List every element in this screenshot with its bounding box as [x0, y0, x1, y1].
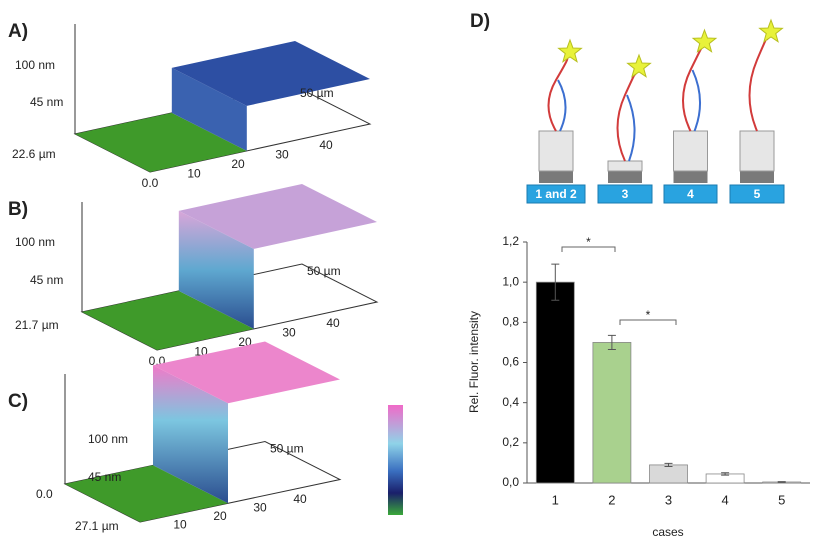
y-tick-label: 1,0 — [502, 274, 519, 288]
z-tick-label: 45 nm — [30, 273, 63, 287]
depth-label: 22.6 µm — [12, 147, 56, 161]
y-tick-label: 0,2 — [502, 435, 519, 449]
electrode — [608, 171, 642, 183]
x-end-label: 50 µm — [307, 264, 341, 278]
panel-label: A) — [8, 21, 28, 42]
high-region — [171, 41, 370, 106]
step-wall — [178, 210, 254, 329]
x-axis-title: cases — [652, 525, 683, 539]
high-region — [178, 184, 377, 249]
colorbar — [388, 405, 403, 515]
box-label: 5 — [754, 187, 761, 201]
x-tick-label: 2 — [608, 492, 615, 507]
panel-label: C) — [8, 391, 28, 412]
x-tick-label: 30 — [253, 501, 267, 515]
error-bar — [664, 462, 673, 468]
label-box — [729, 184, 785, 204]
low-region — [65, 465, 228, 522]
depth-start: 0.0 — [36, 487, 53, 501]
y-tick-label: 1,2 — [502, 234, 519, 248]
dna-strand — [547, 58, 569, 132]
dna-strand — [691, 69, 702, 132]
significance-bracket — [619, 319, 677, 325]
dna-strand — [748, 34, 770, 132]
step-wall — [171, 67, 247, 151]
x-tick-label: 3 — [665, 492, 672, 507]
depth-label: 27.1 µm — [75, 519, 119, 533]
electrode — [673, 171, 708, 183]
x-tick-label: 0.0 — [142, 176, 159, 190]
x-tick-label: 4 — [721, 492, 728, 507]
depth-label: 21.7 µm — [15, 318, 59, 332]
y-tick-label: 0,6 — [502, 355, 519, 369]
label-box — [526, 184, 586, 204]
x-tick-label: 1 — [552, 492, 559, 507]
low-region — [82, 290, 254, 350]
y-axis-title: Rel. Fluor. intensity — [467, 311, 481, 413]
x-tick-label: 20 — [231, 157, 245, 171]
step-wall — [153, 365, 228, 504]
x-tick-label: 20 — [213, 509, 227, 523]
electrode — [740, 171, 774, 183]
fluorophore — [758, 18, 784, 43]
fluorophore — [691, 28, 718, 53]
error-bar — [777, 481, 786, 483]
bar — [535, 281, 575, 484]
bar — [649, 464, 688, 484]
x-tick-label: 5 — [778, 492, 785, 507]
z-tick-label: 45 nm — [88, 470, 121, 484]
monolayer — [538, 130, 574, 172]
bar — [592, 342, 632, 484]
x-tick-label: 40 — [319, 138, 333, 152]
monolayer — [607, 160, 643, 172]
label-box — [597, 184, 653, 204]
z-tick-label: 100 nm — [15, 58, 55, 72]
significance-bracket — [561, 246, 616, 252]
significance-label: * — [646, 308, 651, 322]
panel-label: B) — [8, 199, 28, 220]
label-box — [663, 184, 718, 204]
box-label: 1 and 2 — [535, 187, 577, 201]
x-tick-label: 10 — [173, 518, 187, 532]
z-tick-label: 100 nm — [15, 235, 55, 249]
y-tick-label: 0,8 — [502, 315, 519, 329]
error-bar — [721, 472, 730, 476]
electrode — [539, 171, 573, 183]
x-end-label: 50 µm — [270, 442, 304, 456]
fluorophore — [557, 38, 583, 63]
monolayer — [739, 130, 775, 172]
error-bar — [607, 334, 616, 350]
dna-strand — [557, 79, 567, 132]
x-tick-label: 10 — [187, 167, 201, 181]
box-label: 4 — [687, 187, 694, 201]
y-tick-label: 0,4 — [502, 395, 519, 409]
x-tick-label: 40 — [326, 316, 340, 330]
box-label: 3 — [622, 187, 629, 201]
y-tick-label: 0,0 — [502, 475, 519, 489]
schematic: 1 and 2 3 4 5 — [526, 18, 785, 204]
x-tick-label: 30 — [282, 325, 296, 339]
error-bar — [551, 263, 560, 301]
x-tick-label: 30 — [275, 147, 289, 161]
fluorophore — [626, 53, 652, 78]
dna-strand — [626, 94, 636, 162]
low-region — [75, 112, 247, 172]
z-tick-label: 45 nm — [30, 95, 63, 109]
panel-label: D) — [470, 11, 490, 32]
x-end-label: 50 µm — [300, 86, 334, 100]
significance-label: * — [586, 235, 591, 249]
z-tick-label: 100 nm — [88, 432, 128, 446]
monolayer — [673, 130, 708, 172]
x-tick-label: 40 — [293, 492, 307, 506]
high-region — [153, 341, 340, 404]
